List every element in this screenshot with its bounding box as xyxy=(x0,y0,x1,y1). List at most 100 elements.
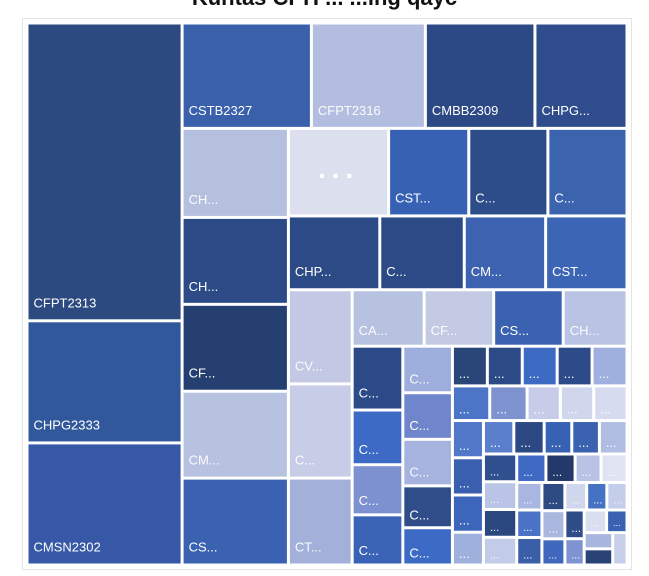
treemap-cell[interactable]: C... xyxy=(404,529,451,564)
treemap-cell-rect xyxy=(353,411,402,464)
treemap-cell[interactable]: ... xyxy=(518,538,541,564)
treemap-cell[interactable]: CM... xyxy=(465,217,545,289)
treemap-cell[interactable]: C... xyxy=(381,217,463,289)
treemap-cell-rect xyxy=(289,217,379,289)
treemap-cell[interactable]: ... xyxy=(488,347,521,385)
treemap-cell[interactable]: C... xyxy=(404,347,451,392)
treemap-cell-rect xyxy=(404,347,451,392)
treemap-cell[interactable]: CS... xyxy=(495,291,562,345)
treemap-cell[interactable]: CF... xyxy=(183,305,287,390)
treemap-cell[interactable]: CH... xyxy=(183,218,287,303)
treemap-cell[interactable]: CH... xyxy=(183,129,287,216)
treemap-cell[interactable]: C... xyxy=(404,394,451,438)
treemap-cell[interactable]: C... xyxy=(353,347,402,409)
treemap-cell[interactable]: ... xyxy=(561,387,593,420)
treemap-cell-label: C... xyxy=(409,418,429,433)
treemap-cell-label: C... xyxy=(359,543,379,558)
treemap-cell[interactable]: ... xyxy=(484,511,516,536)
treemap-cell[interactable]: C... xyxy=(353,411,402,464)
treemap-cell[interactable]: ... xyxy=(453,533,482,564)
treemap-cell[interactable] xyxy=(585,550,612,564)
treemap-cell[interactable]: ... xyxy=(547,455,574,481)
treemap-cell-label: ... xyxy=(564,366,575,381)
treemap-cell[interactable]: ... xyxy=(543,512,564,538)
treemap-cell[interactable] xyxy=(585,534,612,548)
treemap-cell[interactable]: CST... xyxy=(390,129,468,215)
treemap-cell[interactable] xyxy=(614,534,626,564)
treemap-cell[interactable]: CHP... xyxy=(289,217,379,289)
treemap-cell[interactable]: ... xyxy=(453,459,482,494)
treemap-cell[interactable]: ... xyxy=(515,422,543,453)
treemap-cell-label: CST... xyxy=(395,190,430,205)
treemap-cell[interactable]: ... xyxy=(608,483,626,509)
treemap-cell[interactable]: ... xyxy=(566,511,583,538)
treemap-cell-label: ... xyxy=(490,522,499,534)
treemap-cell[interactable]: ... xyxy=(543,540,564,564)
treemap-cell-label: ... xyxy=(490,550,499,562)
treemap-cell[interactable]: C... xyxy=(549,129,626,215)
treemap-cell[interactable]: CM... xyxy=(183,392,287,477)
treemap-cell[interactable]: CV... xyxy=(289,291,351,383)
treemap-cell[interactable]: ... xyxy=(602,455,626,481)
treemap-cell-rect xyxy=(495,291,562,345)
treemap-cell[interactable]: C... xyxy=(404,440,451,485)
treemap-cell-rect xyxy=(353,347,402,409)
treemap-cell-rect xyxy=(585,511,606,532)
treemap-cell[interactable]: ... xyxy=(528,387,559,420)
treemap-cell[interactable]: ... xyxy=(484,538,516,564)
treemap-cell[interactable]: ... xyxy=(518,483,541,509)
treemap-cell[interactable]: ... xyxy=(576,455,600,481)
treemap-cell[interactable]: CH... xyxy=(564,291,626,345)
treemap-cell[interactable]: CMBB2309 xyxy=(426,24,534,127)
treemap-cell-rect xyxy=(515,422,543,453)
treemap-cell[interactable]: ... xyxy=(608,511,626,532)
treemap-cell[interactable]: ... xyxy=(453,347,486,385)
treemap-cell-rect xyxy=(183,392,287,477)
treemap-cell[interactable]: C... xyxy=(289,385,351,477)
treemap-cell[interactable]: ... xyxy=(491,387,526,420)
treemap-cell[interactable]: CMSN2302 xyxy=(28,444,181,564)
treemap-cell-rect xyxy=(183,479,287,564)
treemap-cell-label: CF... xyxy=(189,366,216,381)
treemap-cell[interactable]: ... xyxy=(518,455,545,481)
treemap-cell[interactable]: C... xyxy=(404,487,451,527)
treemap-cell[interactable]: ... xyxy=(453,496,482,531)
treemap-cell[interactable]: C... xyxy=(353,516,402,564)
treemap-other-cell[interactable]: ... xyxy=(289,129,388,215)
treemap-cell[interactable]: ... xyxy=(484,483,516,509)
treemap-cell-label: CH... xyxy=(189,279,219,294)
treemap-cell[interactable]: ... xyxy=(566,483,586,509)
treemap-cell[interactable]: ... xyxy=(545,422,571,453)
treemap-cell[interactable]: CFPT2316 xyxy=(312,24,424,127)
treemap-cell[interactable]: CST... xyxy=(547,217,626,289)
treemap-cell[interactable]: ... xyxy=(566,540,583,564)
treemap-cell[interactable]: CT... xyxy=(289,479,351,564)
treemap-cell[interactable]: ... xyxy=(484,422,513,453)
treemap-cell-label: ... xyxy=(567,401,578,416)
treemap-cell-rect xyxy=(518,455,545,481)
treemap-cell[interactable]: CHPG2333 xyxy=(28,322,181,442)
treemap-cell[interactable]: ... xyxy=(585,511,606,532)
treemap-cell[interactable]: ... xyxy=(600,422,626,453)
treemap-cell[interactable]: CF... xyxy=(425,291,493,345)
treemap-cell[interactable]: CFPT2313 xyxy=(28,24,181,320)
treemap-cell[interactable]: ... xyxy=(573,422,598,453)
treemap-cell[interactable]: ... xyxy=(588,483,606,509)
treemap-cell[interactable]: C... xyxy=(470,129,547,215)
treemap-cell[interactable]: ... xyxy=(593,347,626,385)
treemap-cell[interactable]: CA... xyxy=(353,291,423,345)
treemap-cell[interactable]: ... xyxy=(453,387,489,420)
treemap-cell-label: C... xyxy=(295,453,315,468)
treemap-cell[interactable]: ... xyxy=(484,455,516,481)
treemap-cell[interactable]: ... xyxy=(595,387,626,420)
treemap-cell[interactable]: CS... xyxy=(183,479,287,564)
treemap-cell[interactable]: ... xyxy=(453,422,482,457)
treemap-cell[interactable]: CSTB2327 xyxy=(183,24,310,127)
treemap-cell[interactable]: C... xyxy=(353,466,402,514)
treemap-cell[interactable]: CHPG... xyxy=(536,24,626,127)
treemap-cell[interactable]: ... xyxy=(523,347,556,385)
treemap-cell[interactable]: ... xyxy=(558,347,591,385)
treemap-cell[interactable]: ... xyxy=(518,511,541,536)
treemap-cell[interactable]: ... xyxy=(543,483,564,510)
treemap-other-label: ... xyxy=(318,153,359,184)
